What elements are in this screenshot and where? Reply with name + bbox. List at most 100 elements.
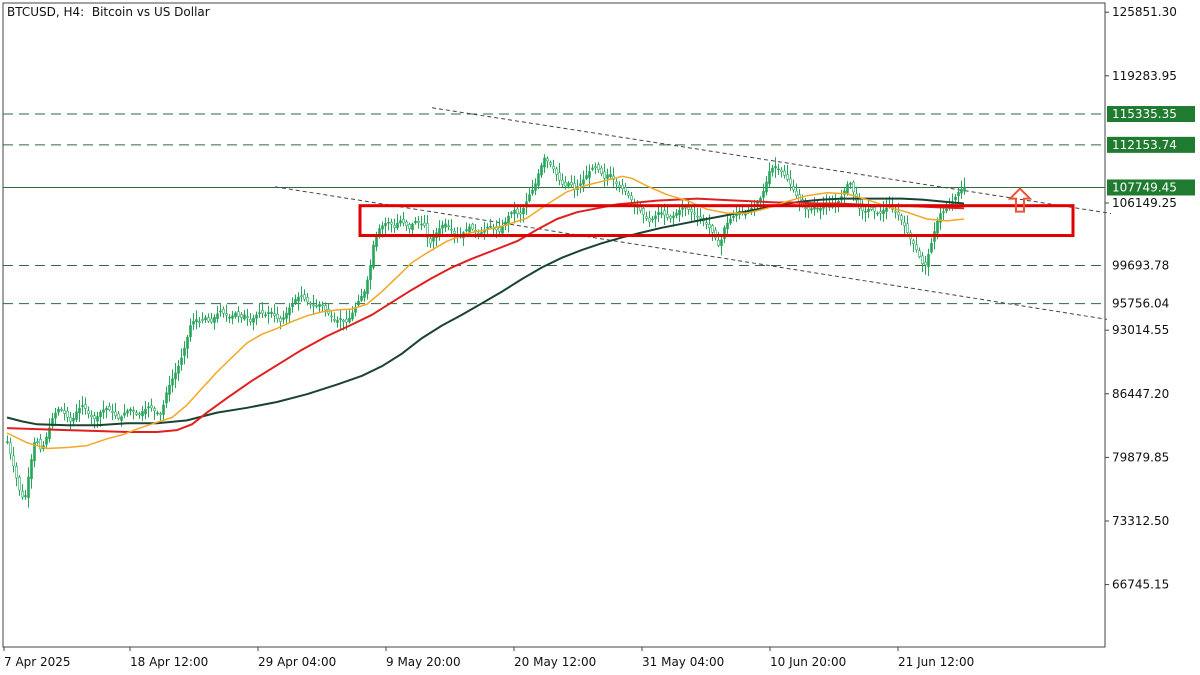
candle-body (306, 297, 309, 303)
candle-body (417, 220, 420, 223)
candle-body (27, 476, 30, 499)
candle-body (942, 211, 945, 214)
candle-body (228, 316, 231, 319)
candle-body (867, 208, 870, 213)
candle-body (321, 304, 324, 307)
y-tick-label: 119283.95 (1112, 69, 1177, 83)
candle-body (615, 181, 618, 184)
candle-body (90, 414, 93, 418)
candle-body (156, 412, 159, 414)
candle-body (135, 412, 138, 415)
candle-body (597, 164, 600, 170)
candle-body (471, 223, 474, 230)
candle-body (231, 315, 234, 319)
x-tick-label: 21 Jun 12:00 (898, 655, 974, 669)
candle-body (282, 317, 285, 320)
candle-body (222, 309, 225, 314)
candle-body (414, 220, 417, 224)
candle-body (114, 411, 117, 416)
level-tag-label-4: 95756.04 (1112, 297, 1169, 311)
candle-body (78, 407, 81, 414)
candle-body (300, 295, 303, 298)
candle-body (246, 316, 249, 318)
candle-body (45, 436, 48, 445)
candle-body (54, 412, 57, 419)
candle-body (138, 413, 141, 416)
candle-body (918, 250, 921, 258)
candle-body (24, 495, 27, 498)
candle-body (69, 416, 72, 422)
candle-body (441, 224, 444, 229)
candle-body (234, 312, 237, 317)
candle-body (171, 378, 174, 386)
candle-body (66, 410, 69, 418)
candle-body (273, 313, 276, 316)
candle-body (381, 225, 384, 230)
candle-body (717, 239, 720, 246)
candle-body (534, 183, 537, 191)
candle-body (294, 299, 297, 304)
candle-body (516, 208, 519, 215)
candle-body (501, 226, 504, 234)
candle-body (876, 212, 879, 215)
candle-body (369, 265, 372, 281)
candle-body (444, 223, 447, 228)
y-tick-label: 73312.50 (1112, 514, 1169, 528)
candle-body (411, 223, 414, 230)
candle-body (348, 317, 351, 323)
candle-body (366, 279, 369, 295)
candle-body (804, 207, 807, 209)
candle-body (711, 225, 714, 233)
candle-body (513, 209, 516, 214)
candle-body (297, 296, 300, 302)
candle-body (873, 207, 876, 212)
y-tick-label: 106149.25 (1112, 196, 1177, 210)
candle-body (591, 167, 594, 170)
candle-body (579, 183, 582, 186)
candle-body (594, 166, 597, 168)
candle-body (240, 314, 243, 319)
candle-body (777, 168, 780, 171)
candle-body (546, 158, 549, 162)
candle-body (342, 320, 345, 322)
candle-body (252, 317, 255, 323)
candle-body (657, 212, 660, 215)
candle-body (879, 211, 882, 214)
candle-body (264, 314, 267, 317)
candle-body (288, 307, 291, 316)
candle-body (390, 222, 393, 225)
candle-body (960, 189, 963, 194)
candle-body (651, 218, 654, 221)
candle-body (180, 357, 183, 365)
candle-body (927, 254, 930, 268)
candle-body (708, 224, 711, 228)
candle-body (528, 194, 531, 202)
candle-body (816, 207, 819, 210)
candle-body (141, 411, 144, 417)
up-arrow-icon (1007, 187, 1033, 213)
candle-body (108, 406, 111, 411)
candle-body (570, 182, 573, 186)
candle-body (129, 408, 132, 412)
candle-body (117, 413, 120, 419)
candle-body (765, 181, 768, 193)
candle-body (936, 220, 939, 234)
candle-body (564, 182, 567, 187)
candle-body (903, 221, 906, 227)
candle-body (72, 417, 75, 422)
candle-body (429, 238, 432, 244)
candle-body (627, 192, 630, 196)
candle-body (450, 228, 453, 231)
level-tag-bg-2 (1107, 179, 1195, 196)
candle-body (885, 207, 888, 212)
candle-body (519, 212, 522, 215)
candle-body (939, 213, 942, 223)
candle-body (150, 405, 153, 409)
candle-body (336, 320, 339, 323)
candle-body (561, 179, 564, 185)
candle-body (99, 411, 102, 418)
candle-body (768, 171, 771, 185)
candle-body (882, 209, 885, 215)
